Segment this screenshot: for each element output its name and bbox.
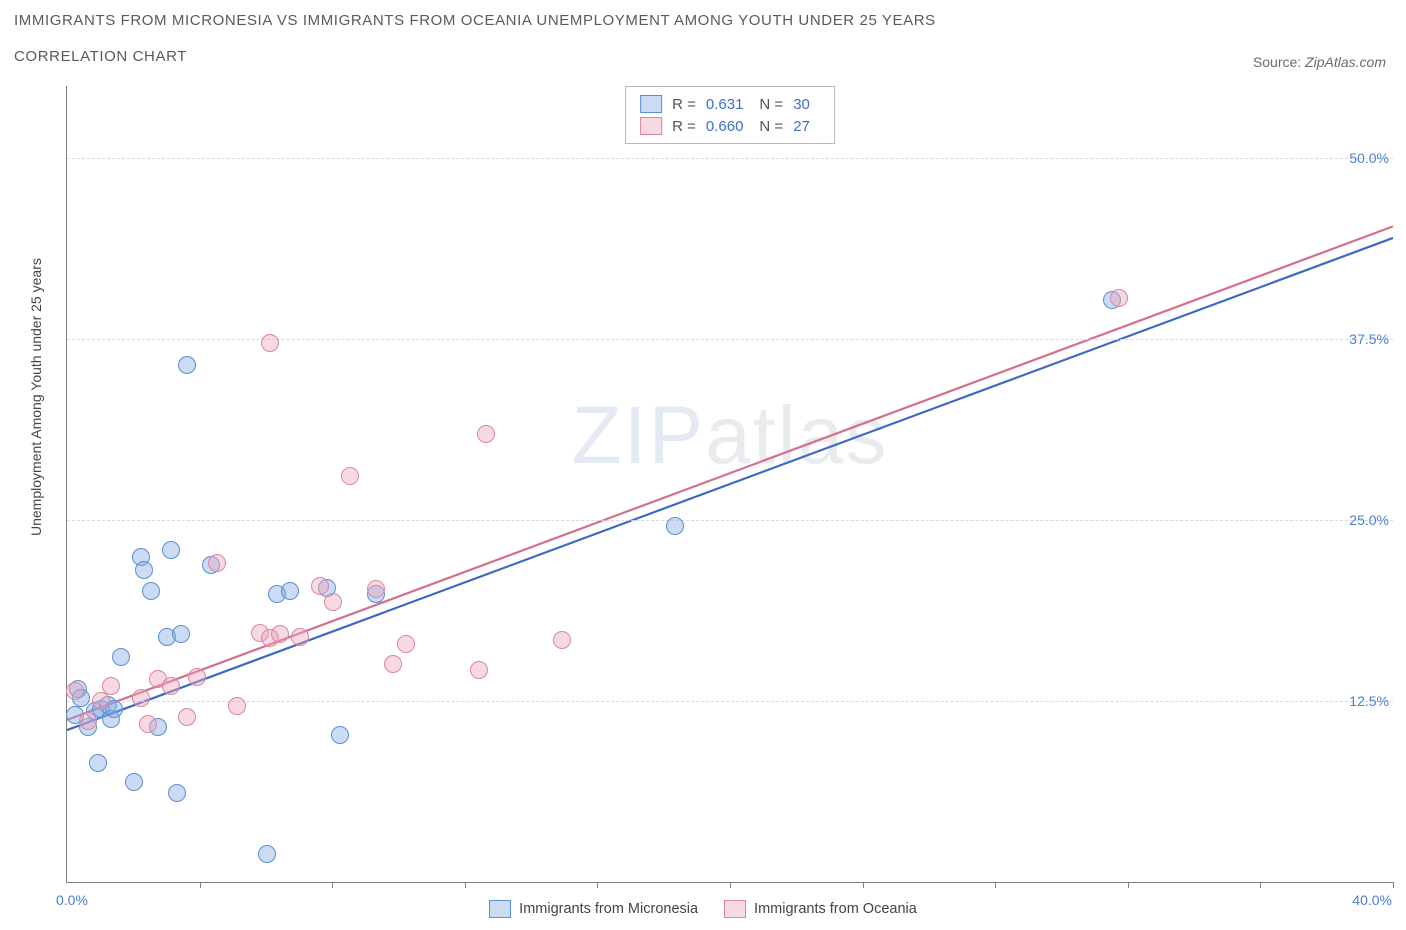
gridline bbox=[67, 520, 1393, 521]
x-tick bbox=[1128, 882, 1129, 888]
r-label: R = bbox=[672, 118, 696, 135]
y-tick-label: 12.5% bbox=[1349, 693, 1395, 709]
x-tick bbox=[597, 882, 598, 888]
data-point-oceania bbox=[139, 715, 157, 733]
y-tick-label: 50.0% bbox=[1349, 150, 1395, 166]
data-point-oceania bbox=[1110, 289, 1128, 307]
stats-row-series-1: R = 0.631 N = 30 bbox=[640, 93, 816, 115]
data-point-micronesia bbox=[666, 517, 684, 535]
trend-line bbox=[67, 238, 1393, 730]
data-point-micronesia bbox=[258, 845, 276, 863]
data-point-micronesia bbox=[112, 648, 130, 666]
data-point-oceania bbox=[102, 677, 120, 695]
data-point-oceania bbox=[397, 635, 415, 653]
data-point-micronesia bbox=[331, 726, 349, 744]
data-point-oceania bbox=[162, 677, 180, 695]
source-attribution: Source: ZipAtlas.com bbox=[1253, 54, 1386, 70]
data-point-oceania bbox=[341, 467, 359, 485]
n-label: N = bbox=[759, 118, 783, 135]
y-axis-label: Unemployment Among Youth under 25 years bbox=[28, 258, 44, 536]
x-tick bbox=[332, 882, 333, 888]
r-value-series-2: 0.660 bbox=[706, 118, 744, 135]
x-tick bbox=[995, 882, 996, 888]
legend-label-series-1: Immigrants from Micronesia bbox=[519, 901, 698, 917]
data-point-oceania bbox=[477, 425, 495, 443]
data-point-oceania bbox=[553, 631, 571, 649]
data-point-oceania bbox=[271, 625, 289, 643]
stats-row-series-2: R = 0.660 N = 27 bbox=[640, 115, 816, 137]
legend-item-series-2: Immigrants from Oceania bbox=[724, 900, 917, 918]
plot-svg-overlay bbox=[67, 86, 1393, 882]
data-point-oceania bbox=[79, 712, 97, 730]
data-point-oceania bbox=[228, 697, 246, 715]
stats-legend-box: R = 0.631 N = 30 R = 0.660 N = 27 bbox=[625, 86, 835, 144]
source-name: ZipAtlas.com bbox=[1305, 54, 1386, 70]
x-tick bbox=[465, 882, 466, 888]
watermark-zip: ZIP bbox=[572, 390, 706, 481]
swatch-series-1 bbox=[489, 900, 511, 918]
data-point-oceania bbox=[261, 334, 279, 352]
gridline bbox=[67, 158, 1393, 159]
n-value-series-1: 30 bbox=[793, 96, 810, 113]
data-point-oceania bbox=[208, 554, 226, 572]
data-point-oceania bbox=[324, 593, 342, 611]
x-tick bbox=[1260, 882, 1261, 888]
y-tick-label: 37.5% bbox=[1349, 331, 1395, 347]
title-line-2: CORRELATION CHART bbox=[14, 48, 187, 65]
legend-label-series-2: Immigrants from Oceania bbox=[754, 901, 917, 917]
source-label: Source: bbox=[1253, 54, 1301, 70]
data-point-micronesia bbox=[89, 754, 107, 772]
x-tick bbox=[863, 882, 864, 888]
plot-area: ZIPatlas R = 0.631 N = 30 R = 0.660 N = bbox=[66, 86, 1393, 883]
watermark-atlas: atlas bbox=[705, 390, 888, 481]
title-line-1: IMMIGRANTS FROM MICRONESIA VS IMMIGRANTS… bbox=[14, 12, 936, 29]
bottom-legend: Immigrants from Micronesia Immigrants fr… bbox=[14, 900, 1392, 918]
data-point-micronesia bbox=[168, 784, 186, 802]
legend-item-series-1: Immigrants from Micronesia bbox=[489, 900, 698, 918]
data-point-micronesia bbox=[172, 625, 190, 643]
data-point-oceania bbox=[367, 580, 385, 598]
n-value-series-2: 27 bbox=[793, 118, 810, 135]
x-tick bbox=[730, 882, 731, 888]
data-point-micronesia bbox=[162, 541, 180, 559]
data-point-micronesia bbox=[142, 582, 160, 600]
data-point-micronesia bbox=[178, 356, 196, 374]
data-point-micronesia bbox=[125, 773, 143, 791]
data-point-oceania bbox=[66, 682, 84, 700]
gridline bbox=[67, 701, 1393, 702]
data-point-oceania bbox=[132, 689, 150, 707]
x-tick bbox=[200, 882, 201, 888]
data-point-oceania bbox=[384, 655, 402, 673]
r-label: R = bbox=[672, 96, 696, 113]
swatch-series-2 bbox=[640, 117, 662, 135]
y-tick-label: 25.0% bbox=[1349, 512, 1395, 528]
x-tick bbox=[1393, 882, 1394, 888]
swatch-series-1 bbox=[640, 95, 662, 113]
page-root: IMMIGRANTS FROM MICRONESIA VS IMMIGRANTS… bbox=[0, 0, 1406, 930]
data-point-oceania bbox=[291, 628, 309, 646]
data-point-oceania bbox=[470, 661, 488, 679]
chart-container: Unemployment Among Youth under 25 years … bbox=[14, 86, 1392, 916]
r-value-series-1: 0.631 bbox=[706, 96, 744, 113]
data-point-oceania bbox=[188, 668, 206, 686]
data-point-oceania bbox=[178, 708, 196, 726]
watermark: ZIPatlas bbox=[572, 389, 889, 483]
data-point-micronesia bbox=[135, 561, 153, 579]
data-point-oceania bbox=[311, 577, 329, 595]
n-label: N = bbox=[759, 96, 783, 113]
swatch-series-2 bbox=[724, 900, 746, 918]
data-point-micronesia bbox=[281, 582, 299, 600]
